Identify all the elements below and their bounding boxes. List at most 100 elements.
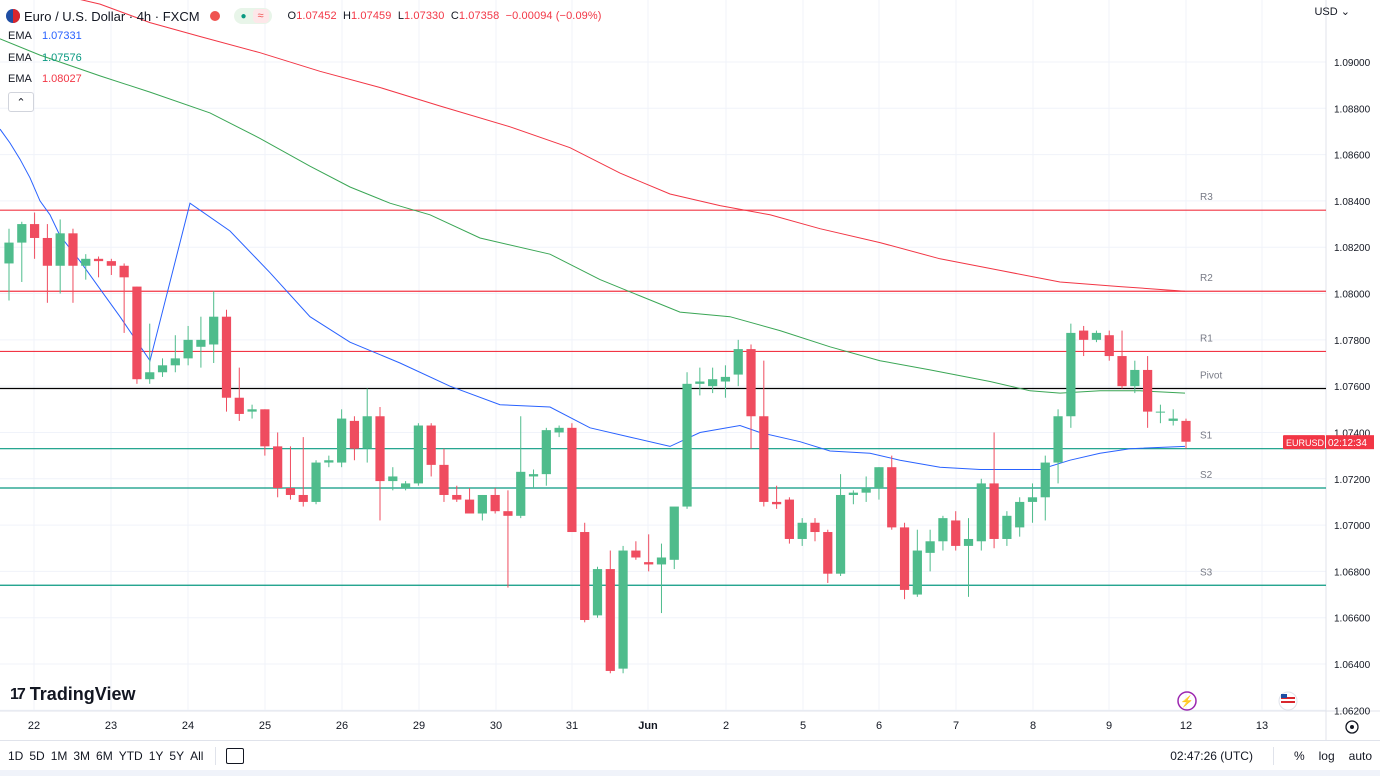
candle-body bbox=[759, 416, 769, 502]
candle-body bbox=[618, 550, 628, 669]
candle-body bbox=[42, 237, 52, 266]
price-tick-label: 1.07000 bbox=[1334, 521, 1371, 532]
candle-body bbox=[733, 349, 743, 375]
quick-actions[interactable]: ● ≈ bbox=[233, 8, 272, 24]
percent-toggle[interactable]: % bbox=[1293, 749, 1305, 763]
ema-lines bbox=[0, 0, 1186, 470]
time-tick-label: 23 bbox=[105, 720, 117, 732]
collapse-legend-button[interactable]: ⌃ bbox=[8, 92, 34, 112]
candle-body bbox=[746, 349, 756, 417]
candle-body bbox=[426, 425, 436, 465]
candle-body bbox=[976, 483, 986, 542]
dot-icon[interactable]: ● bbox=[236, 9, 251, 23]
range-6m-button[interactable]: 6M bbox=[96, 749, 113, 763]
ema-line-red bbox=[80, 0, 1186, 292]
ema-line-blue bbox=[0, 128, 1186, 470]
candle-body bbox=[708, 379, 718, 387]
candle-body bbox=[1053, 416, 1063, 463]
range-1m-button[interactable]: 1M bbox=[50, 749, 68, 763]
ema-legend-3[interactable]: EMA 1.08027 bbox=[8, 73, 82, 85]
ema-label: EMA bbox=[8, 73, 32, 85]
us-flag-canton bbox=[1281, 694, 1287, 698]
candle-body bbox=[656, 557, 667, 565]
tv-logo-icon: 17 bbox=[10, 685, 26, 703]
candle-body bbox=[157, 365, 168, 373]
candle-body bbox=[183, 339, 193, 359]
candle-body bbox=[119, 265, 129, 278]
ema-label: EMA bbox=[8, 30, 32, 42]
calendar-icon[interactable] bbox=[226, 748, 245, 764]
candle-body bbox=[362, 416, 372, 449]
candle-body bbox=[503, 511, 513, 516]
candle-body bbox=[349, 420, 360, 449]
range-1y-button[interactable]: 1Y bbox=[148, 749, 164, 763]
chevron-up-icon: ⌃ bbox=[16, 96, 26, 109]
time-tick-label: 25 bbox=[259, 720, 271, 732]
time-tick-label: 24 bbox=[182, 720, 194, 732]
time-axis[interactable]: 22 23 24 25 26 29 30 31 Jun 2 5 6 7 8 9 12 13⚡ bbox=[28, 691, 1359, 734]
wave-icon[interactable]: ≈ bbox=[252, 9, 269, 23]
candle-body bbox=[1015, 501, 1025, 528]
candle-body bbox=[989, 483, 999, 539]
range-5y-button[interactable]: 5Y bbox=[169, 749, 185, 763]
price-axis[interactable]: 1.09000 1.08800 1.08600 1.08400 1.08200 1.080… bbox=[1283, 58, 1374, 717]
auto-toggle[interactable]: auto bbox=[1348, 749, 1372, 763]
candle-body bbox=[580, 532, 590, 621]
countdown-text: 02:12:34 bbox=[1328, 438, 1367, 449]
currency-selector[interactable]: USD ⌄ bbox=[1314, 6, 1350, 18]
ema-value: 1.07576 bbox=[42, 52, 82, 64]
symbol-title[interactable]: Euro / U.S. Dollar · 4h · FXCM bbox=[24, 8, 200, 24]
time-tick-label: 7 bbox=[953, 720, 959, 732]
candle-body bbox=[835, 494, 846, 574]
price-tick-label: 1.08200 bbox=[1334, 243, 1371, 254]
candle-body bbox=[477, 494, 487, 514]
price-tick-label: 1.08400 bbox=[1334, 197, 1371, 208]
candle-body bbox=[823, 532, 833, 574]
symbol-legend[interactable]: Euro / U.S. Dollar · 4h · FXCM ● ≈ O1.07… bbox=[6, 6, 602, 26]
range-5d-button[interactable]: 5D bbox=[29, 749, 45, 763]
pivot-label-s2: S2 bbox=[1200, 470, 1213, 481]
time-tick-label: 13 bbox=[1256, 720, 1268, 732]
ema-legend-2[interactable]: EMA 1.07576 bbox=[8, 52, 82, 64]
bottom-toolbar: 1D 5D 1M 3M 6M YTD 1Y 5Y All 02:47:26 (U… bbox=[0, 740, 1380, 771]
candle-body bbox=[273, 446, 283, 489]
price-tick-label: 1.07600 bbox=[1334, 382, 1371, 393]
time-tick-label: 22 bbox=[28, 720, 40, 732]
pivot-label-r2: R2 bbox=[1200, 273, 1213, 284]
price-tick-label: 1.08600 bbox=[1334, 151, 1371, 162]
candle-body bbox=[311, 462, 321, 502]
candle-body bbox=[132, 286, 142, 380]
price-tick-label: 1.07400 bbox=[1334, 428, 1371, 439]
candle-body bbox=[695, 381, 705, 384]
candle-body bbox=[464, 499, 475, 514]
candle-body bbox=[1181, 420, 1191, 442]
lightning-glyph-icon: ⚡ bbox=[1180, 695, 1194, 708]
symbol-tag-text: EURUSD bbox=[1286, 438, 1325, 448]
time-tick-label: 30 bbox=[490, 720, 502, 732]
candle-body bbox=[1143, 369, 1153, 412]
log-toggle[interactable]: log bbox=[1318, 749, 1335, 763]
time-tick-label: 6 bbox=[876, 720, 882, 732]
bottom-right-controls: 02:47:26 (UTC) % log auto bbox=[1170, 747, 1372, 765]
range-ytd-button[interactable]: YTD bbox=[118, 749, 143, 763]
candle-body bbox=[388, 476, 398, 482]
candle-body bbox=[644, 562, 654, 565]
range-all-button[interactable]: All bbox=[190, 749, 204, 763]
range-1d-button[interactable]: 1D bbox=[8, 749, 24, 763]
us-flag-stripe bbox=[1281, 697, 1295, 699]
candle-body bbox=[669, 506, 679, 560]
candle-body bbox=[951, 520, 961, 546]
range-3m-button[interactable]: 3M bbox=[73, 749, 91, 763]
lightning-icon bbox=[1177, 691, 1197, 711]
candle-body bbox=[720, 376, 731, 382]
ema-value: 1.07331 bbox=[42, 30, 82, 42]
candle-body bbox=[247, 409, 257, 412]
candle-body bbox=[209, 316, 219, 345]
utc-clock[interactable]: 02:47:26 (UTC) bbox=[1170, 749, 1253, 763]
chart-grid bbox=[0, 0, 1380, 740]
market-status-icon[interactable] bbox=[209, 11, 220, 21]
ema-legend-1[interactable]: EMA 1.07331 bbox=[8, 30, 82, 42]
candle-body bbox=[285, 488, 296, 495]
